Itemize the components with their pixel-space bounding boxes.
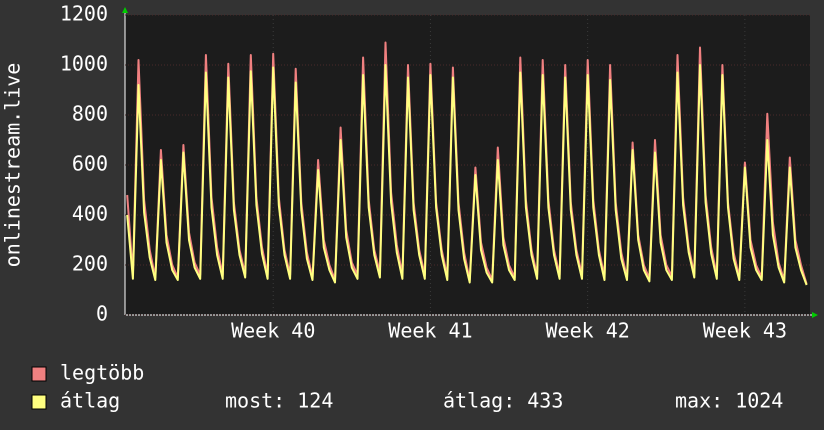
- legend-swatch: [31, 394, 47, 410]
- stat-value: 433: [527, 389, 563, 413]
- stat-label: átlag:: [443, 389, 515, 413]
- stat-value: 1024: [735, 389, 783, 413]
- x-tick-label: Week 40: [231, 319, 315, 343]
- series-line: [126, 64, 808, 286]
- y-tick-label: 200: [72, 252, 108, 276]
- y-tick-label: 1200: [60, 2, 108, 26]
- y-tick-label: 800: [72, 102, 108, 126]
- stat-label: max:: [675, 389, 723, 413]
- x-arrow: [812, 312, 818, 318]
- y-tick-label: 1000: [60, 52, 108, 76]
- y-tick-label: 400: [72, 202, 108, 226]
- stat-label: most:: [225, 389, 285, 413]
- legend-label: legtöbb: [60, 361, 144, 385]
- x-tick-label: Week 41: [388, 319, 472, 343]
- y-tick-label: 600: [72, 152, 108, 176]
- y-tick-label: 0: [96, 302, 108, 326]
- legend-swatch: [31, 366, 47, 382]
- legend-label: átlag: [60, 389, 120, 413]
- y-arrow: [122, 7, 128, 13]
- x-tick-label: Week 42: [546, 319, 630, 343]
- x-tick-label: Week 43: [703, 319, 787, 343]
- stat-value: 124: [297, 389, 333, 413]
- y-axis-label: onlinestream.live: [1, 63, 25, 268]
